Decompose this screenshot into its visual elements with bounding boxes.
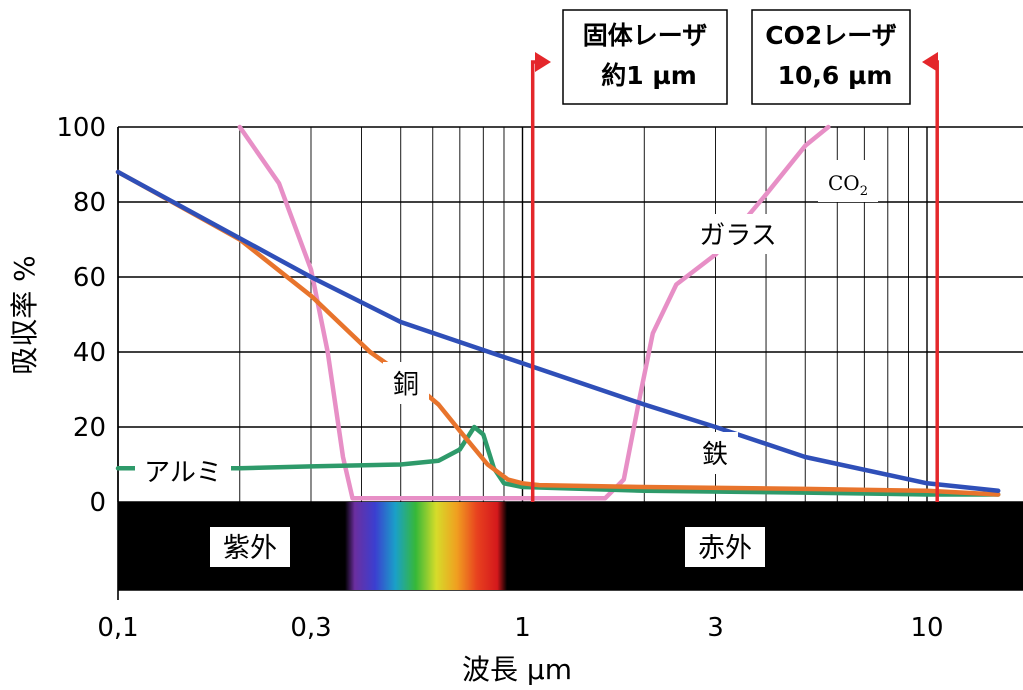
x-tick-label: 1	[514, 613, 531, 643]
y-tick-label: 40	[73, 338, 106, 368]
ir-band-label: 赤外	[698, 533, 752, 564]
series-label-鉄: 鉄	[702, 440, 728, 470]
y-axis-title: 吸収率 %	[8, 255, 41, 375]
co2-annotation-box	[818, 160, 878, 202]
svg-text:CO2: CO2	[828, 171, 868, 199]
series-label-box	[688, 214, 788, 254]
laser-marker-arrowhead	[922, 52, 938, 72]
co2-annotation-text: CO	[828, 171, 860, 195]
series-label-box	[135, 452, 231, 490]
laser-label-line: CO2レーザ	[765, 21, 897, 50]
laser-marker-co2: CO2レーザ 10,6 µm	[751, 9, 939, 502]
wavelength-bands: 紫外 赤外	[118, 502, 1023, 590]
laser-marker-line	[930, 60, 939, 502]
laser-marker-arrowhead	[535, 52, 551, 72]
y-tick-label: 100	[56, 113, 106, 143]
y-tick-label: 0	[89, 488, 106, 518]
laser-label-line: 10,6 µm	[778, 61, 893, 90]
co2-annotation: CO2	[818, 160, 878, 202]
y-tick-label: 80	[73, 188, 106, 218]
grid	[117, 126, 1023, 600]
series-line-鉄	[115, 169, 1001, 494]
series-label-ガラス: ガラス	[699, 221, 776, 251]
series-label-box	[383, 362, 429, 404]
ir-label-box	[685, 527, 765, 567]
x-tick-label: 10	[910, 613, 943, 643]
laser-label-line: 約1 µm	[601, 61, 697, 90]
series-label-box	[692, 432, 738, 474]
visible-spectrum	[345, 502, 507, 590]
x-tick-label: 3	[707, 613, 724, 643]
series-label-アルミ: アルミ	[144, 458, 222, 488]
laser-label-box	[751, 9, 911, 105]
series-lines	[115, 124, 1001, 501]
laser-label-line: 固体レーザ	[583, 21, 708, 50]
x-axis-title: 波長 µm	[462, 653, 572, 686]
series-line-銅	[115, 169, 1001, 497]
series-line-アルミ	[115, 424, 1001, 497]
co2-annotation-subscript: 2	[860, 184, 868, 199]
y-tick-label: 60	[73, 263, 106, 293]
x-tick-label: 0,1	[97, 613, 138, 643]
laser-label-box	[562, 9, 728, 105]
x-tick-label: 0,3	[290, 613, 331, 643]
uv-band-label: 紫外	[223, 533, 277, 564]
series-label-銅: 銅	[393, 370, 419, 400]
laser-marker-line	[530, 60, 543, 502]
uv-label-box	[210, 527, 290, 567]
y-tick-label: 20	[73, 413, 106, 443]
